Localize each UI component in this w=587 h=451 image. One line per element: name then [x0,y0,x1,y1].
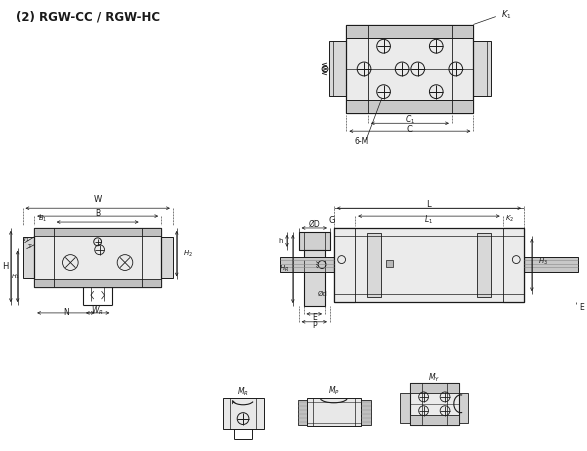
Bar [458,393,468,423]
Text: (2) RGW-CC / RGW-HC: (2) RGW-CC / RGW-HC [16,10,160,23]
Bar [410,383,458,424]
Bar [222,398,264,429]
Text: $M_P$: $M_P$ [328,385,340,397]
Text: B: B [95,209,100,218]
Bar [303,250,325,306]
Text: E: E [579,304,584,313]
Text: P: P [312,321,316,330]
Bar [473,41,491,96]
Bar [329,41,346,96]
Bar [502,228,524,302]
Bar [334,228,524,302]
Bar [22,237,34,278]
Bar [308,398,361,427]
Text: $B_1$: $B_1$ [38,214,48,224]
Bar [280,257,334,272]
Text: $H_1$: $H_1$ [11,272,19,281]
Bar [161,237,173,278]
Text: 6-M: 6-M [355,137,369,146]
Bar [386,260,393,267]
Text: T: T [28,244,32,249]
Bar [34,228,161,236]
Bar [34,279,161,287]
Bar [346,24,473,38]
Text: E: E [312,313,316,322]
Text: h: h [279,238,283,244]
Bar [299,232,330,250]
Bar [334,228,355,302]
Bar [298,400,308,424]
Text: N: N [63,308,69,317]
Text: $W_R$: $W_R$ [92,304,104,317]
Bar [346,100,473,113]
Text: ØD: ØD [308,220,320,229]
Text: L: L [426,200,431,209]
Text: $M_R$: $M_R$ [237,386,249,398]
Text: G: G [329,216,335,225]
Text: Ød: Ød [317,291,327,297]
Text: $T_1$: $T_1$ [22,235,31,244]
Text: H: H [2,262,8,271]
Bar [346,24,473,113]
Text: W: W [93,195,102,204]
Bar [410,383,458,393]
Bar [361,400,371,424]
Bar [477,233,491,297]
Bar [400,393,410,423]
Text: $C_1$: $C_1$ [405,114,415,126]
Text: $K_1$: $K_1$ [501,9,511,21]
Text: $H_3$: $H_3$ [538,257,548,267]
Bar [367,233,380,297]
Text: $K_2$: $K_2$ [505,214,514,224]
Bar [524,257,578,272]
Text: $L_1$: $L_1$ [424,214,433,226]
Bar [34,228,161,287]
Text: $H_2$: $H_2$ [183,249,193,259]
Text: $H_R$: $H_R$ [279,264,289,274]
Text: C: C [407,125,413,134]
Text: $M_Y$: $M_Y$ [428,372,440,384]
Bar [410,414,458,424]
